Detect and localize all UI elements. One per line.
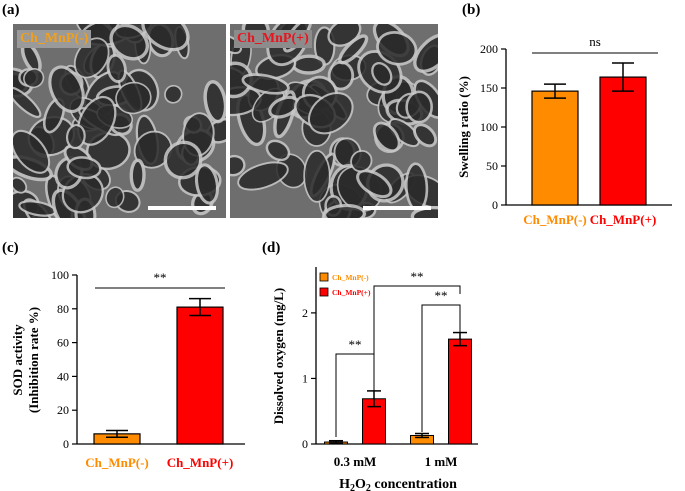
y-axis-label: (Inhibition rate %) (26, 307, 41, 413)
sem-pore (404, 162, 429, 212)
significance-label: ns (589, 34, 601, 49)
sem-pore (13, 176, 28, 194)
sem-pore (241, 73, 290, 95)
x-tick-label: Ch_MnP(+) (590, 212, 657, 227)
sem-pore (141, 24, 190, 52)
sem-pore (356, 169, 393, 199)
panel-b-label: (b) (462, 2, 481, 18)
significance-label: ** (349, 337, 362, 352)
sem-pore (73, 37, 110, 79)
x-tick-label: Ch_MnP(-) (85, 455, 149, 470)
y-axis-label: Swelling ratio (%) (456, 76, 471, 178)
sem-pore (48, 65, 85, 113)
sem-pore (413, 33, 438, 73)
legend-swatch (319, 272, 329, 282)
sem-pore (129, 158, 146, 192)
sem-pore (230, 61, 253, 99)
sem-pore (410, 205, 438, 218)
scale-bar (363, 206, 431, 210)
sem-image-ch-mnp-plus: Ch_MnP(+) (230, 24, 438, 218)
y-axis-label: Dissolved oxygen (mg/L) (271, 288, 286, 425)
sem-pore (194, 163, 220, 205)
y-tick-label: 200 (480, 42, 498, 56)
y-tick-label: 0 (302, 437, 308, 451)
panel-c-label: (c) (2, 240, 19, 256)
sem-pore (164, 84, 183, 104)
sem-pore (23, 68, 45, 89)
sem-pore (65, 124, 86, 150)
bar-1 (599, 76, 647, 206)
y-tick-label: 100 (480, 120, 498, 134)
sem-pore (372, 121, 401, 153)
y-tick-label: 0 (492, 198, 498, 212)
sem-pore (371, 62, 393, 86)
y-tick-label: 1 (302, 371, 308, 385)
x-tick-label: 1 mM (425, 454, 458, 469)
sem-pore (413, 123, 438, 148)
panel-a-label: (a) (2, 2, 20, 18)
significance-bracket (373, 285, 461, 354)
sem-pore (307, 91, 354, 135)
sem-tag-ch-mnp-minus: Ch_MnP(-) (17, 30, 92, 48)
sem-pore (303, 149, 331, 203)
sem-pore (106, 53, 127, 84)
y-tick-label: 50 (486, 159, 498, 173)
y-tick-label: 60 (57, 336, 69, 350)
bar-1-1 (448, 338, 472, 445)
sem-pore (66, 156, 102, 180)
panel-d-label: (d) (262, 240, 281, 256)
sem-pore (13, 129, 51, 174)
sem-pore (115, 81, 152, 115)
scale-bar (148, 206, 216, 210)
sem-pore (109, 24, 150, 61)
sem-pore (77, 95, 117, 146)
sem-pore (105, 186, 125, 209)
bar-1 (176, 306, 224, 445)
x-axis-label: H2O2 concentration (339, 477, 457, 491)
x-tick-label: Ch_MnP(+) (167, 455, 234, 470)
y-tick-label: 0 (63, 437, 69, 451)
bar-0 (531, 90, 579, 206)
legend-label: Ch_MnP(+) (332, 288, 371, 297)
y-tick-label: 40 (57, 369, 69, 383)
sem-pore (350, 149, 373, 173)
y-tick-label: 80 (57, 302, 69, 316)
legend-swatch (319, 287, 329, 297)
significance-label: ** (435, 288, 448, 303)
y-tick-label: 20 (57, 403, 69, 417)
sem-pore (405, 90, 433, 124)
y-tick-label: 100 (51, 268, 69, 282)
sem-tag-ch-mnp-plus: Ch_MnP(+) (234, 30, 312, 48)
sem-pore (203, 80, 226, 124)
y-axis-label: SOD activity (10, 324, 25, 396)
sem-pore (237, 161, 289, 191)
x-tick-label: Ch_MnP(-) (523, 212, 587, 227)
sem-pore (13, 86, 42, 119)
sem-image-ch-mnp-minus: Ch_MnP(-) (13, 24, 226, 218)
significance-bracket (335, 353, 375, 437)
sem-pore (338, 34, 369, 65)
sem-pore (265, 139, 291, 162)
sem-pore (163, 140, 203, 180)
y-tick-label: 150 (480, 81, 498, 95)
sem-pore (230, 154, 246, 177)
y-tick-label: 2 (302, 306, 308, 320)
x-tick-label: 0.3 mM (334, 454, 377, 469)
significance-bracket (421, 304, 461, 432)
significance-label: ** (411, 269, 424, 284)
legend-label: Ch_MnP(-) (332, 273, 369, 282)
sem-pore (323, 203, 367, 218)
significance-label: ** (154, 270, 167, 285)
